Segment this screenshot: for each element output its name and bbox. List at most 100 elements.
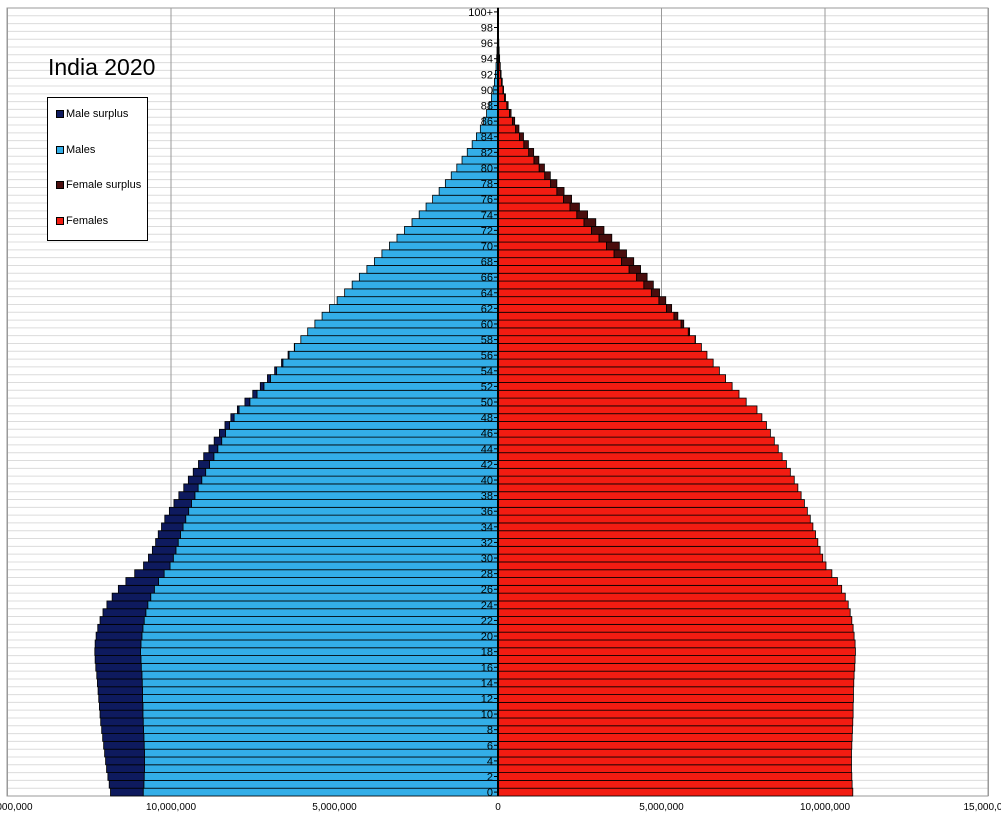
male-bar <box>221 436 499 446</box>
female-bar <box>497 101 508 110</box>
age-tick-label: 82 <box>481 147 493 159</box>
female-surplus-bar <box>519 132 524 142</box>
age-tick-label: 80 <box>481 163 493 175</box>
female-surplus-bar <box>687 327 691 337</box>
male-bar <box>256 389 499 399</box>
male-bar <box>238 405 499 415</box>
male-surplus-bar <box>107 772 145 781</box>
male-bar <box>153 584 499 594</box>
male-bar <box>344 288 499 298</box>
male-bar <box>143 779 499 789</box>
female-bar <box>497 327 689 337</box>
age-tick-label: 52 <box>481 381 493 393</box>
female-bar <box>497 475 795 485</box>
female-bar <box>497 249 615 259</box>
female-bar <box>497 787 854 797</box>
male-bar <box>191 499 499 508</box>
male-bar <box>351 280 499 290</box>
female-bar <box>497 467 791 477</box>
age-tick-label: 88 <box>481 101 493 113</box>
male-surplus-bar <box>97 678 143 688</box>
female-surplus-bar <box>538 163 545 173</box>
female-bar <box>497 148 530 157</box>
male-surplus-bar <box>161 522 184 532</box>
female-bar <box>497 756 852 766</box>
age-tick-label: 92 <box>481 69 493 81</box>
male-surplus-bar <box>218 428 227 438</box>
female-bar <box>497 748 852 758</box>
age-tick-label: 20 <box>481 631 493 643</box>
female-bar <box>497 639 856 649</box>
age-tick-label: 68 <box>481 257 493 269</box>
age-tick-label: 16 <box>481 662 493 674</box>
male-bar <box>158 577 499 586</box>
male-surplus-bar <box>281 358 284 368</box>
male-bar <box>142 686 499 695</box>
female-bar <box>497 226 592 235</box>
x-tick-label: 0 <box>495 802 501 813</box>
female-surplus-bar <box>643 280 654 290</box>
female-bar <box>497 288 652 298</box>
female-bar <box>497 631 855 641</box>
female-bar <box>497 701 854 711</box>
male-bar <box>144 764 499 773</box>
female-surplus-bar <box>658 296 667 305</box>
female-bar <box>497 522 814 532</box>
male-bar <box>288 350 499 360</box>
male-surplus-bar <box>244 397 251 407</box>
male-bar <box>140 639 499 649</box>
female-surplus-bar <box>550 179 558 188</box>
female-bar <box>497 428 771 438</box>
male-bar <box>329 304 499 313</box>
x-tick-label: 10,000,000 <box>800 802 850 813</box>
male-surplus-bar <box>267 374 271 383</box>
female-bar <box>497 171 546 181</box>
male-bar <box>140 647 499 656</box>
female-bar <box>497 436 775 446</box>
female-bar <box>497 179 552 188</box>
female-bar <box>497 109 510 118</box>
female-surplus-bar <box>556 187 565 196</box>
legend-swatch-females <box>56 217 64 226</box>
male-bar <box>143 616 499 625</box>
female-surplus-bar <box>544 171 551 181</box>
age-tick-label: 30 <box>481 553 493 565</box>
male-bar <box>141 631 499 641</box>
male-bar <box>314 319 499 329</box>
age-tick-label: 26 <box>481 584 493 596</box>
bars <box>94 7 856 797</box>
age-tick-label: 48 <box>481 413 493 425</box>
female-bar <box>497 616 853 625</box>
legend-label: Male surplus <box>66 108 129 121</box>
age-tick-label: 40 <box>481 475 493 487</box>
age-tick-label: 64 <box>481 288 493 300</box>
female-surplus-bar <box>533 155 540 165</box>
age-tick-label: 70 <box>481 241 493 253</box>
male-bar <box>185 514 499 524</box>
age-tick-label: 38 <box>481 491 493 503</box>
age-tick-label: 44 <box>481 444 493 456</box>
male-surplus-bar <box>101 725 144 734</box>
male-surplus-bar <box>96 670 143 680</box>
male-surplus-bar <box>164 514 187 524</box>
male-surplus-bar <box>155 538 179 547</box>
male-surplus-bar <box>102 733 145 742</box>
female-bar <box>497 772 853 781</box>
female-bar <box>497 382 733 391</box>
legend-item-females: Females <box>56 215 108 227</box>
female-bar <box>497 124 517 134</box>
male-bar <box>321 311 499 321</box>
male-bar <box>143 772 499 781</box>
male-surplus-bar <box>102 608 147 617</box>
female-bar <box>497 725 853 734</box>
male-surplus-bar <box>103 740 145 750</box>
female-surplus-bar <box>511 116 516 126</box>
age-tick-label: 58 <box>481 335 493 347</box>
female-surplus-bar <box>515 124 520 134</box>
male-bar <box>140 655 499 664</box>
female-bar <box>497 194 564 204</box>
age-tick-label: 50 <box>481 397 493 409</box>
female-bar <box>497 335 696 344</box>
male-surplus-bar <box>203 452 215 461</box>
male-surplus-bar <box>134 569 165 578</box>
